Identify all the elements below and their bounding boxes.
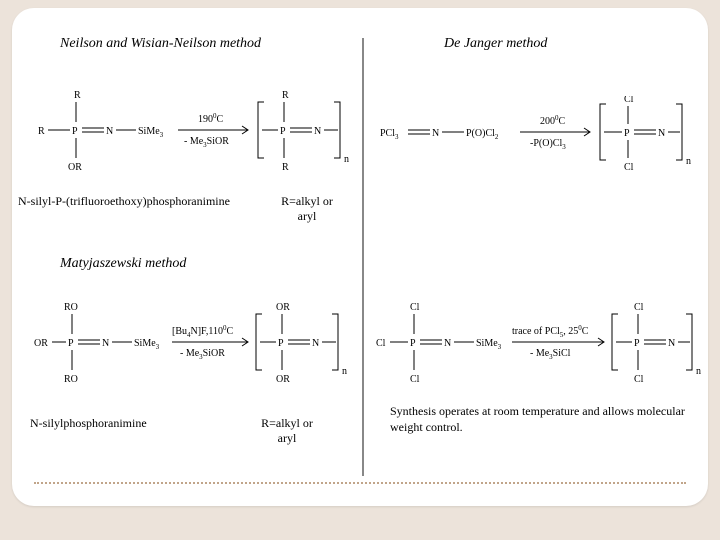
- svg-text:N: N: [102, 338, 109, 349]
- footer-dotline: [34, 482, 686, 484]
- caption-nsilyl: N-silylphosphoranimine: [30, 416, 147, 431]
- svg-text:R: R: [282, 162, 289, 173]
- svg-text:N: N: [668, 338, 675, 349]
- svg-text:N: N: [312, 338, 319, 349]
- svg-text:R: R: [74, 90, 81, 101]
- svg-text:Cl: Cl: [634, 374, 644, 385]
- svg-text:OR: OR: [68, 162, 82, 173]
- reaction-matyjaszewski: RO OR P N SiMe3 RO [Bu4N]F,1100C - Me3Si…: [34, 298, 354, 398]
- svg-text:N: N: [444, 338, 451, 349]
- svg-text:N: N: [432, 128, 439, 139]
- svg-text:OR: OR: [276, 302, 290, 313]
- slide-card: Neilson and Wisian-Neilson method De Jan…: [12, 8, 708, 506]
- caption-nsilyl-p: N-silyl-P-(trifluoroethoxy)phosphoranimi…: [18, 194, 230, 209]
- caption-r-alkyl-1: R=alkyl or aryl: [272, 194, 342, 224]
- svg-text:SiMe3: SiMe3: [138, 126, 164, 139]
- svg-text:n: n: [344, 154, 349, 165]
- svg-text:P: P: [634, 338, 640, 349]
- svg-text:OR: OR: [276, 374, 290, 385]
- svg-text:2000C: 2000C: [540, 114, 566, 127]
- svg-text:PCl3: PCl3: [380, 128, 399, 141]
- svg-text:- Me3SiCl: - Me3SiCl: [530, 348, 571, 361]
- svg-text:trace of PCl5, 250C: trace of PCl5, 250C: [512, 324, 589, 339]
- title-matyjaszewski: Matyjaszewski method: [60, 256, 186, 272]
- svg-text:P: P: [278, 338, 284, 349]
- svg-text:[Bu4N]F,1100C: [Bu4N]F,1100C: [172, 324, 233, 339]
- svg-text:N: N: [106, 126, 113, 137]
- svg-text:P: P: [410, 338, 416, 349]
- svg-text:Cl: Cl: [376, 338, 386, 349]
- svg-text:-P(O)Cl3: -P(O)Cl3: [530, 138, 566, 151]
- svg-text:N: N: [658, 128, 665, 139]
- reaction-neilson: R R P N SiMe3 OR 1900C - Me3SiOR R P N R…: [38, 86, 358, 186]
- svg-text:Cl: Cl: [624, 162, 634, 173]
- svg-text:n: n: [342, 366, 347, 377]
- svg-text:SiMe3: SiMe3: [134, 338, 160, 351]
- svg-text:RO: RO: [64, 302, 78, 313]
- title-neilson: Neilson and Wisian-Neilson method: [60, 36, 261, 52]
- svg-text:1900C: 1900C: [198, 112, 224, 125]
- svg-text:P: P: [624, 128, 630, 139]
- reaction-dejanger: PCl3 N P(O)Cl2 2000C -P(O)Cl3 Cl P N Cl …: [380, 96, 700, 182]
- svg-text:P: P: [68, 338, 74, 349]
- svg-text:SiMe3: SiMe3: [476, 338, 502, 351]
- svg-text:N: N: [314, 126, 321, 137]
- svg-text:Cl: Cl: [410, 374, 420, 385]
- svg-text:OR: OR: [34, 338, 48, 349]
- svg-text:- Me3SiOR: - Me3SiOR: [184, 136, 229, 149]
- svg-text:Cl: Cl: [624, 96, 634, 105]
- synthesis-text: Synthesis operates at room temperature a…: [390, 404, 690, 435]
- reaction-matyjaszewski-right: Cl Cl P N SiMe3 Cl trace of PCl5, 250C -…: [376, 298, 708, 398]
- svg-text:P(O)Cl2: P(O)Cl2: [466, 128, 499, 141]
- svg-text:n: n: [686, 156, 691, 167]
- caption-r-alkyl-2: R=alkyl or aryl: [252, 416, 322, 446]
- svg-text:- Me3SiOR: - Me3SiOR: [180, 348, 225, 361]
- svg-text:R: R: [38, 126, 45, 137]
- svg-text:R: R: [282, 90, 289, 101]
- svg-text:P: P: [72, 126, 78, 137]
- svg-text:n: n: [696, 366, 701, 377]
- svg-text:Cl: Cl: [634, 302, 644, 313]
- svg-text:RO: RO: [64, 374, 78, 385]
- title-dejanger: De Janger method: [444, 36, 547, 52]
- svg-text:P: P: [280, 126, 286, 137]
- vertical-divider: [362, 38, 364, 476]
- svg-text:Cl: Cl: [410, 302, 420, 313]
